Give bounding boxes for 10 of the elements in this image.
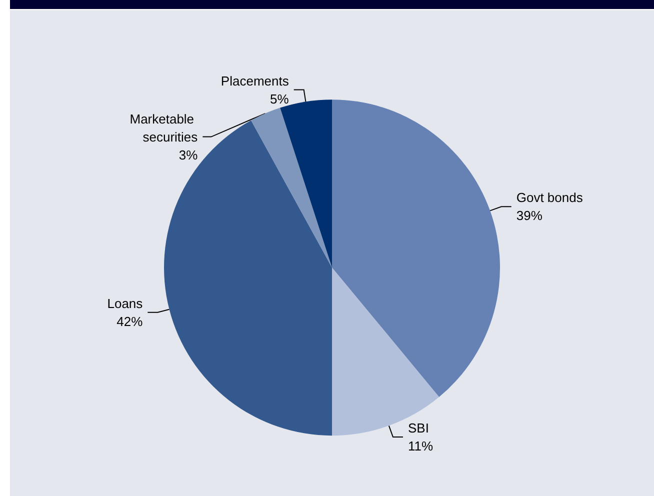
slice-label: Marketable securities — [130, 111, 198, 144]
slice-label: Placements — [220, 73, 290, 88]
data-label: 39% — [516, 208, 543, 224]
data-label: 42% — [116, 314, 144, 329]
slice-label: SBI — [408, 420, 429, 436]
slice-label: Loans — [107, 296, 144, 311]
data-label: 5% — [270, 91, 290, 106]
data-label: 3% — [178, 147, 198, 162]
data-label: 11% — [408, 438, 434, 454]
slice-label: Govt bonds — [516, 190, 584, 206]
